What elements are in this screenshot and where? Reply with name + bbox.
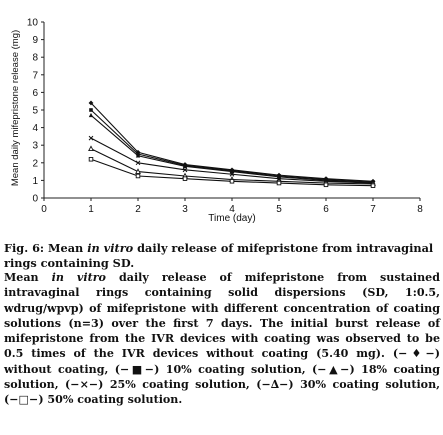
data-point: [88, 100, 94, 106]
data-point: [182, 167, 188, 173]
release-chart: 0 1 2 3 4 5 6 7 8 0 1 2 3 4 5 6 7 8 9 10 Time (day) Mean da…: [10, 18, 423, 225]
x-tick-label: 6: [323, 204, 329, 215]
data-point: [88, 112, 94, 118]
data-point: [323, 182, 329, 188]
y-tick-label: 6: [32, 88, 38, 99]
caption-title-text-2: daily release of mifepristone from intra…: [4, 241, 434, 270]
data-point: [229, 171, 235, 177]
x-tick-label: 4: [229, 204, 235, 215]
caption-body: Mean in vitro daily release of mifeprist…: [4, 270, 440, 408]
y-tick-label: 4: [32, 123, 38, 134]
y-tick-label: 2: [32, 158, 38, 169]
caption-title-text: Mean: [44, 241, 88, 255]
y-tick-label: 1: [32, 176, 38, 187]
caption-title-italic: in vitro: [87, 241, 134, 255]
x-tick-label: 7: [370, 204, 376, 215]
x-tick-label: 0: [41, 204, 47, 215]
data-point: [88, 145, 94, 151]
data-point: [229, 179, 235, 184]
y-tick-label: 7: [32, 70, 38, 81]
data-point: [229, 169, 235, 174]
caption-body-text-2: daily release of mifepristone from susta…: [4, 271, 440, 407]
y-tick-label: 0: [32, 194, 38, 205]
data-point: [135, 153, 141, 158]
data-point: [135, 160, 141, 166]
y-tick-label: 9: [32, 35, 38, 46]
x-tick-label: 5: [276, 204, 282, 215]
data-point: [88, 157, 94, 162]
y-tick-label: 5: [32, 106, 38, 117]
x-axis-label: Time (day): [208, 213, 255, 224]
data-point: [135, 173, 141, 179]
caption-title: Fig. 6: Mean in vitro daily release of m…: [4, 241, 440, 270]
figure-caption: Fig. 6: Mean in vitro daily release of m…: [4, 241, 440, 408]
y-axis-label: Mean daily mifepristone release (mg): [10, 30, 21, 186]
data-point: [276, 180, 282, 186]
x-tick-label: 8: [417, 204, 423, 215]
y-tick-label: 10: [27, 18, 39, 29]
data-point: [182, 176, 188, 181]
x-tick-label: 3: [182, 204, 188, 215]
x-tick-label: 1: [88, 204, 94, 215]
y-tick-label: 8: [32, 53, 38, 64]
figure: 0 1 2 3 4 5 6 7 8 0 1 2 3 4 5 6 7 8 9 10 Time (day) Mean da…: [10, 18, 423, 225]
y-tick-label: 3: [32, 141, 38, 152]
data-point: [370, 183, 376, 188]
data-point: [89, 108, 93, 112]
figure-label: Fig. 6:: [4, 241, 45, 255]
data-point: [135, 168, 141, 174]
x-tick-label: 2: [135, 204, 141, 215]
data-point: [88, 135, 94, 141]
data-point: [182, 163, 188, 169]
caption-body-italic: in vitro: [51, 271, 106, 284]
series-6: [88, 157, 376, 188]
caption-body-text: Mean: [4, 271, 52, 284]
